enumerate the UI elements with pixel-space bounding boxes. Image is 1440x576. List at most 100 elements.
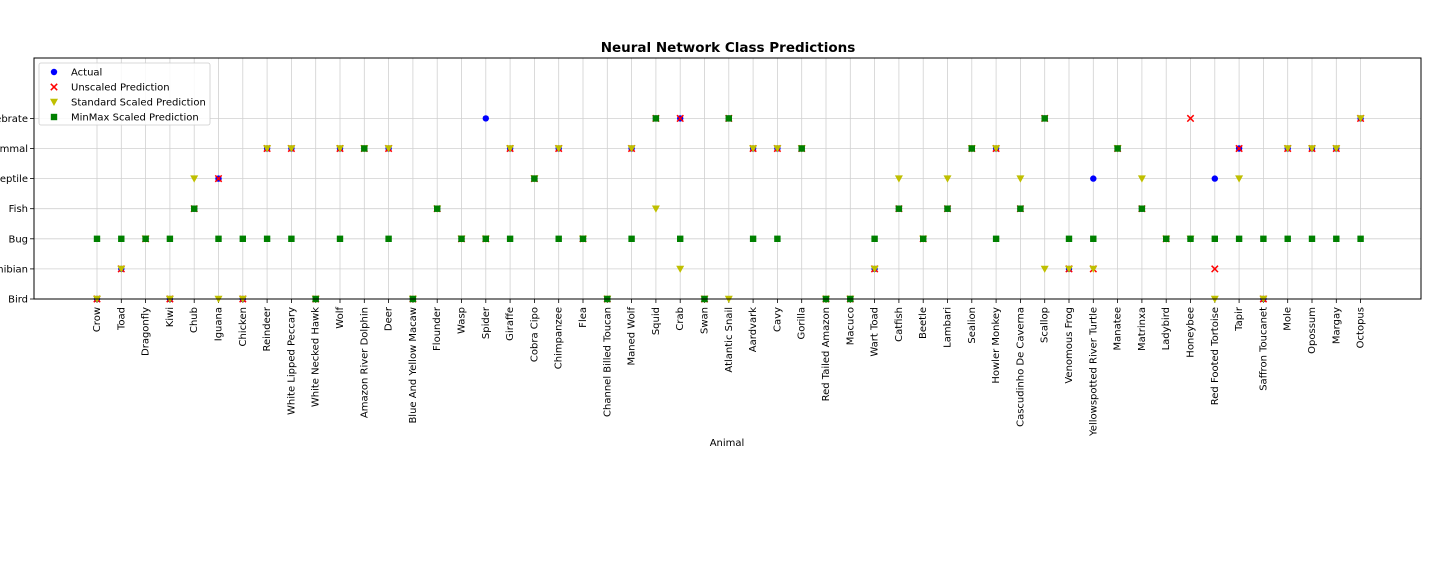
marker-minmax-scaled-prediction-beetle <box>920 235 927 242</box>
x-tick-label-cavy: Cavy <box>772 307 783 332</box>
marker-standard-scaled-prediction-maned-wolf <box>627 145 636 153</box>
chart-title: Neural Network Class Predictions <box>601 40 856 56</box>
marker-minmax-scaled-prediction-dragonfly <box>142 235 149 242</box>
marker-minmax-scaled-prediction-gorilla <box>798 145 805 152</box>
plot-frame <box>33 57 1422 300</box>
marker-standard-scaled-prediction-deer <box>384 145 393 153</box>
marker-minmax-scaled-prediction-mole <box>1284 235 1291 242</box>
legend-entry-unscaled-prediction: Unscaled Prediction <box>50 83 170 94</box>
x-tick-label-amazon-river-dolphin: Amazon River Dolphin <box>359 307 370 418</box>
marker-minmax-scaled-prediction-atlantic-snail <box>725 115 732 122</box>
marker-minmax-scaled-prediction-octopus <box>1357 235 1364 242</box>
marker-minmax-scaled-prediction-ladybird <box>1163 235 1170 242</box>
marker-actual-yellowspotted-river-turtle <box>1090 175 1097 182</box>
marker-standard-scaled-prediction-cascudinho-de-caverna <box>1016 175 1025 183</box>
marker-unscaled-prediction-crab <box>676 114 684 123</box>
marker-minmax-scaled-prediction-lambari <box>944 205 951 212</box>
x-tick-label-lambari: Lambari <box>943 307 954 348</box>
marker-standard-scaled-prediction-matrinxa <box>1137 175 1146 183</box>
x-tick-label-toad: Toad <box>116 307 127 331</box>
x-axis: Crow Toad Dragonfly Kiwi Chub Iguana Chicken Re… <box>92 299 1367 437</box>
x-axis-label: Animal <box>710 438 745 449</box>
x-tick-label-chimpanzee: Chimpanzee <box>554 307 565 369</box>
marker-minmax-scaled-prediction-squid <box>652 115 660 122</box>
marker-minmax-scaled-prediction-scallop <box>1041 115 1048 122</box>
marker-minmax-scaled-prediction-cobra-cipo <box>531 175 538 182</box>
x-tick-label-reindeer: Reindeer <box>262 306 273 351</box>
legend: Actual Unscaled Prediction Standard Scaled… <box>38 62 211 126</box>
marker-minmax-scaled-prediction-crow <box>93 235 101 242</box>
legend-marker-standard-scaled-prediction <box>50 98 58 106</box>
marker-minmax-scaled-prediction-reindeer <box>263 235 271 242</box>
marker-unscaled-prediction-honeybee <box>1186 114 1195 123</box>
x-tick-label-wasp: Wasp <box>457 307 468 334</box>
marker-minmax-scaled-prediction-red-footed-tortoise <box>1211 235 1218 242</box>
marker-minmax-scaled-prediction-crab <box>677 235 684 242</box>
marker-minmax-scaled-prediction-cascudinho-de-caverna <box>1017 205 1024 212</box>
legend-label-standard-scaled-prediction: Standard Scaled Prediction <box>71 98 206 109</box>
x-tick-label-squid: Squid <box>651 307 662 335</box>
marker-minmax-scaled-prediction-aardvark <box>749 235 757 242</box>
x-tick-label-beetle: Beetle <box>918 307 929 339</box>
x-tick-label-blue-and-yellow-macaw: Blue And Yellow Macaw <box>408 307 419 424</box>
x-tick-label-venomous-frog: Venomous Frog <box>1064 307 1075 384</box>
marker-minmax-scaled-prediction-chub <box>191 205 198 212</box>
x-tick-label-cobra-cipo: Cobra Cipo <box>529 307 540 362</box>
legend-entry-standard-scaled-prediction: Standard Scaled Prediction <box>50 98 206 109</box>
marker-minmax-scaled-prediction-cavy <box>774 235 781 242</box>
marker-standard-scaled-prediction-margay <box>1332 145 1341 153</box>
x-tick-label-macuco: Macuco <box>845 307 856 345</box>
y-tick-label-invertebrate: Invertebrate <box>0 114 28 125</box>
marker-unscaled-prediction-tapir <box>1235 144 1243 153</box>
marker-unscaled-prediction-red-footed-tortoise <box>1211 265 1219 273</box>
marker-standard-scaled-prediction-white-lipped-peccary <box>287 145 296 153</box>
legend-marker-minmax-scaled-prediction <box>50 113 58 121</box>
x-tick-label-kiwi: Kiwi <box>165 307 176 327</box>
marker-minmax-scaled-prediction-honeybee <box>1187 235 1194 242</box>
marker-standard-scaled-prediction-toad <box>117 265 126 273</box>
x-tick-label-iguana: Iguana <box>214 307 225 341</box>
x-tick-label-wart-toad: Wart Toad <box>870 307 881 357</box>
marker-minmax-scaled-prediction-amazon-river-dolphin <box>361 145 368 152</box>
marker-minmax-scaled-prediction-maned-wolf <box>628 235 635 242</box>
marker-minmax-scaled-prediction-giraffe <box>506 235 514 242</box>
x-tick-label-red-footed-tortoise: Red Footed Tortoise <box>1210 307 1221 405</box>
x-tick-label-wolf: Wolf <box>335 307 346 329</box>
x-tick-label-scallop: Scallop <box>1040 307 1051 343</box>
x-tick-label-chicken: Chicken <box>238 307 249 347</box>
x-tick-label-mole: Mole <box>1283 307 1294 331</box>
marker-minmax-scaled-prediction-howler-monkey <box>992 235 1000 242</box>
x-tick-label-white-lipped-peccary: White Lipped Peccary <box>286 307 297 415</box>
legend-label-minmax-scaled-prediction: MinMax Scaled Prediction <box>71 113 199 124</box>
marker-minmax-scaled-prediction-wolf <box>336 235 344 242</box>
x-tick-label-manatee: Manatee <box>1113 307 1124 350</box>
marker-minmax-scaled-prediction-sealion <box>968 145 975 152</box>
marker-minmax-scaled-prediction-matrinxa <box>1138 205 1146 212</box>
x-tick-label-chub: Chub <box>189 307 200 333</box>
marker-minmax-scaled-prediction-deer <box>385 235 392 242</box>
marker-standard-scaled-prediction-octopus <box>1356 115 1365 123</box>
marker-minmax-scaled-prediction-margay <box>1333 235 1340 242</box>
x-tick-label-red-tailed-amazon: Red Tailed Amazon <box>821 307 832 401</box>
marker-standard-scaled-prediction-chub <box>190 175 199 183</box>
marker-minmax-scaled-prediction-opossum <box>1308 235 1316 242</box>
x-tick-label-channel-billed-toucan: Channel Billed Toucan <box>602 307 613 417</box>
marker-actual-red-footed-tortoise <box>1211 175 1219 182</box>
marker-standard-scaled-prediction-scallop <box>1040 265 1049 273</box>
y-tick-label-reptile: Reptile <box>0 174 28 185</box>
marker-standard-scaled-prediction-crab <box>676 265 685 273</box>
x-tick-label-spider: Spider <box>481 306 492 339</box>
x-tick-label-cascudinho-de-caverna: Cascudinho De Caverna <box>1015 307 1026 427</box>
marker-standard-scaled-prediction-giraffe <box>506 145 515 153</box>
x-tick-label-crow: Crow <box>92 307 103 332</box>
marker-minmax-scaled-prediction-toad <box>118 235 125 242</box>
marker-minmax-scaled-prediction-chicken <box>239 235 246 242</box>
marker-standard-scaled-prediction-wart-toad <box>870 265 879 273</box>
marker-unscaled-prediction-iguana <box>214 174 223 183</box>
y-axis: Bird Amphibian Bug Fish Reptile Mammal Inverte… <box>0 114 34 306</box>
legend-marker-actual <box>50 68 58 76</box>
x-tick-label-honeybee: Honeybee <box>1186 307 1197 358</box>
marker-standard-scaled-prediction-chimpanzee <box>554 145 563 153</box>
marker-standard-scaled-prediction-lambari <box>943 175 952 183</box>
